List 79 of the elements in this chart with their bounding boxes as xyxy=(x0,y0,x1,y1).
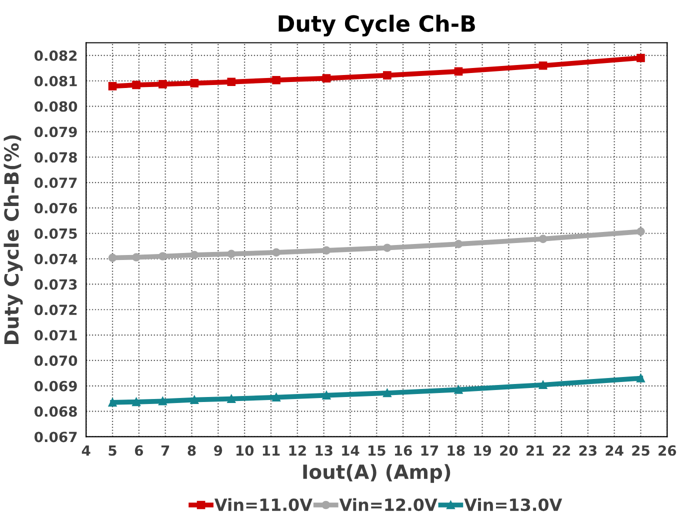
x-tick-label: 10 xyxy=(236,445,254,456)
chart-title: Duty Cycle Ch-B xyxy=(278,14,475,36)
x-tick-label: 22 xyxy=(552,445,570,456)
x-tick-label: 11 xyxy=(262,445,280,456)
point xyxy=(108,398,117,407)
point xyxy=(636,227,645,236)
point xyxy=(190,250,199,260)
point xyxy=(538,234,548,244)
point xyxy=(190,396,199,404)
y-tick-label: 0.069 xyxy=(34,380,77,392)
x-tick-label: 15 xyxy=(368,445,386,456)
x-tick-label: 14 xyxy=(342,445,360,456)
y-tick-label: 0.081 xyxy=(34,76,77,86)
y-tick-label: 0.080 xyxy=(34,101,78,112)
x-tick-label: 4 xyxy=(82,445,90,456)
point xyxy=(636,374,645,382)
point xyxy=(322,74,331,82)
x-tick-label: 25 xyxy=(632,445,650,456)
y-tick-label: 0.082 xyxy=(34,50,77,61)
y-tick-label: 0.075 xyxy=(34,228,77,239)
point xyxy=(108,82,117,90)
x-tick-label: 21 xyxy=(526,445,544,456)
y-tick-label: 0.074 xyxy=(34,254,78,264)
x-axis-title: Iout(A) (Amp) xyxy=(303,464,450,483)
x-tick-label: 9 xyxy=(214,445,222,456)
point xyxy=(272,248,280,257)
x-tick-label: 23 xyxy=(579,445,596,456)
point xyxy=(322,391,331,400)
point xyxy=(636,54,645,62)
x-tick-label: 16 xyxy=(394,445,412,456)
point xyxy=(383,388,392,398)
x-tick-label: 13 xyxy=(316,445,332,456)
x-tick-label: 20 xyxy=(500,445,518,456)
legend-label: Vin=11.0V xyxy=(214,498,312,512)
point xyxy=(454,386,463,394)
y-tick-label: 0.078 xyxy=(34,152,77,163)
y-tick-label: 0.076 xyxy=(34,202,78,214)
point xyxy=(454,240,463,248)
line-series xyxy=(108,374,645,407)
point xyxy=(108,254,117,262)
point xyxy=(272,76,280,84)
y-tick-label: 0.067 xyxy=(34,432,77,442)
x-tick-label: 19 xyxy=(474,445,492,456)
y-tick-label: 0.079 xyxy=(34,126,77,138)
x-tick-label: 17 xyxy=(421,445,438,456)
x-tick-label: 6 xyxy=(134,445,144,456)
point xyxy=(383,244,392,252)
y-axis-title: Duty Cycle Ch-B(%) xyxy=(4,135,23,344)
y-tick-label: 0.070 xyxy=(34,355,78,366)
point xyxy=(227,394,236,404)
legend-label: Vin=13.0V xyxy=(464,498,562,512)
y-tick-label: 0.068 xyxy=(34,406,77,417)
y-tick-label: 0.072 xyxy=(34,304,77,316)
point xyxy=(383,71,392,80)
point xyxy=(158,396,167,406)
point xyxy=(190,78,199,88)
x-tick-label: 12 xyxy=(289,445,306,456)
x-tick-label: 26 xyxy=(658,445,676,456)
point xyxy=(454,67,463,76)
x-tick-label: 18 xyxy=(448,445,465,456)
point xyxy=(538,380,548,390)
point xyxy=(132,253,140,262)
point xyxy=(272,393,280,402)
point xyxy=(132,80,140,90)
y-tick-label: 0.071 xyxy=(34,330,77,341)
point xyxy=(227,250,236,258)
point xyxy=(322,246,331,255)
y-tick-label: 0.073 xyxy=(34,279,77,290)
x-tick-label: 5 xyxy=(108,445,116,456)
x-tick-label: 8 xyxy=(188,445,196,456)
x-tick-label: 7 xyxy=(161,445,170,456)
x-tick-label: 24 xyxy=(606,445,624,456)
y-tick-label: 0.077 xyxy=(34,178,77,188)
legend-label: Vin=12.0V xyxy=(339,498,438,512)
point xyxy=(158,80,167,88)
point xyxy=(158,252,167,260)
point xyxy=(538,61,548,70)
point xyxy=(227,78,236,86)
point xyxy=(132,398,140,406)
